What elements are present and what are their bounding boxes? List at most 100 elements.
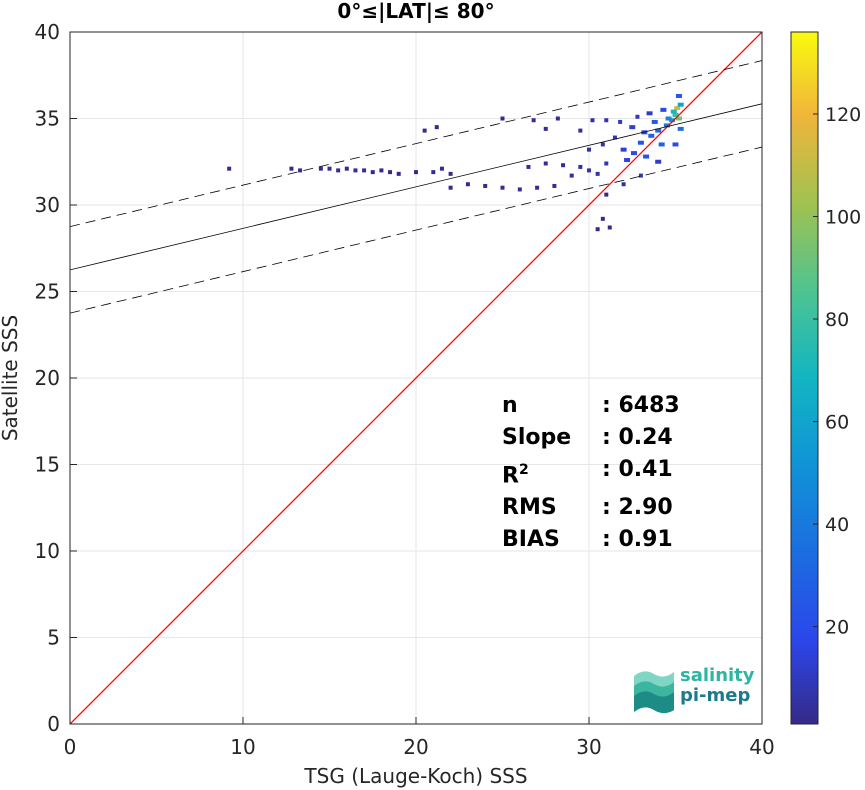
density-cell <box>298 168 303 173</box>
density-cell <box>658 142 665 147</box>
density-cell <box>669 118 676 123</box>
x-tick-label: 40 <box>749 735 774 759</box>
density-cell <box>569 173 574 178</box>
density-cell <box>370 170 375 175</box>
density-cell <box>362 168 367 173</box>
density-cell <box>646 111 653 116</box>
rms-label: RMS <box>502 495 557 521</box>
density-cell <box>612 135 617 140</box>
stats-box: n: 6483 Slope: 0.24 R2: 0.41 RMS: 2.90 B… <box>502 390 680 556</box>
y-axis-title: Satellite SSS <box>0 315 22 441</box>
n-value: : 6483 <box>602 393 680 418</box>
fit-lower-bound <box>70 146 762 314</box>
density-cell <box>517 187 522 192</box>
density-cell <box>663 123 670 128</box>
identity-line <box>70 32 762 724</box>
density-cell <box>607 225 612 230</box>
colorbar-tick-label: 20 <box>825 617 849 639</box>
density-cell <box>379 168 384 173</box>
density-cell <box>648 133 655 138</box>
colorbar-ticks: 20 40 60 80 100 120 <box>813 104 861 639</box>
density-cell <box>618 119 623 124</box>
density-cell <box>552 183 557 188</box>
r2-superscript: 2 <box>518 462 529 478</box>
density-cell <box>535 185 540 190</box>
y-tick-label: 30 <box>35 193 60 217</box>
density-cloud <box>227 94 684 232</box>
density-cell <box>677 102 684 107</box>
density-cell <box>500 185 505 190</box>
density-cell <box>414 170 418 175</box>
density-cell <box>318 166 323 171</box>
y-tick-label: 35 <box>35 107 60 131</box>
density-cell <box>660 107 667 112</box>
x-tick-label: 30 <box>576 735 601 759</box>
density-cell <box>604 192 609 197</box>
axis-ticks: 0 10 20 30 40 0 5 10 15 20 25 30 35 40 <box>35 20 775 759</box>
density-cell <box>561 163 566 168</box>
slope-value: : 0.24 <box>602 425 673 450</box>
fit-line <box>70 103 762 271</box>
density-cell <box>674 106 681 111</box>
density-cell <box>227 166 232 171</box>
density-cell <box>353 168 358 173</box>
density-cell <box>672 113 679 118</box>
density-cell <box>578 128 583 133</box>
density-cell <box>465 182 470 187</box>
y-tick-label: 20 <box>35 366 60 390</box>
density-cell <box>448 171 453 176</box>
salinity-pimep-logo: salinity pi-mep <box>630 666 760 716</box>
logo-line-1: salinity <box>680 665 755 686</box>
x-tick-label: 20 <box>403 735 428 759</box>
density-cell <box>638 173 643 178</box>
density-cell <box>590 118 595 123</box>
colorbar-tick-label: 100 <box>825 207 861 229</box>
colorbar-tick-label: 120 <box>825 104 861 126</box>
bias-label: BIAS <box>502 527 560 553</box>
density-cell <box>500 116 505 121</box>
x-tick-label: 10 <box>230 735 255 759</box>
density-cell <box>587 147 591 152</box>
density-cell <box>604 161 609 166</box>
density-cell <box>600 142 605 147</box>
density-cell <box>655 128 662 133</box>
x-tick-label: 0 <box>64 735 77 759</box>
density-cell <box>555 116 560 121</box>
density-cell <box>651 119 658 124</box>
density-cell <box>289 166 294 171</box>
y-tick-label: 25 <box>35 280 60 304</box>
density-cell <box>595 171 600 176</box>
density-cell <box>434 125 439 130</box>
bias-value: : 0.91 <box>602 527 673 553</box>
colorbar-tick-label: 80 <box>825 309 849 331</box>
y-tick-label: 0 <box>47 712 60 736</box>
r2-value: : 0.41 <box>602 457 673 482</box>
density-cell <box>336 168 341 173</box>
density-cell <box>604 118 609 123</box>
density-cell <box>344 166 349 171</box>
density-cell <box>677 126 684 131</box>
density-cell <box>629 125 636 130</box>
density-cell <box>655 159 662 164</box>
chart-title: 0°≤|LAT|≤ 80° <box>337 0 494 23</box>
n-label: n <box>502 393 518 418</box>
density-cell <box>643 154 650 159</box>
density-cell <box>396 171 401 176</box>
density-cell <box>621 182 626 187</box>
density-cell <box>483 183 488 188</box>
density-cell <box>531 118 536 123</box>
density-cell <box>431 170 436 175</box>
density-cell <box>422 128 427 133</box>
density-cell <box>670 109 677 114</box>
density-cell <box>665 116 672 121</box>
density-cell <box>543 161 548 166</box>
density-cell <box>578 164 583 169</box>
density-cell <box>587 168 591 173</box>
regression-lines <box>70 32 762 724</box>
rms-value: : 2.90 <box>602 495 673 521</box>
colorbar <box>790 31 819 725</box>
density-cell <box>624 158 631 163</box>
colorbar-tick-label: 40 <box>825 514 849 536</box>
slope-label: Slope <box>502 425 572 450</box>
